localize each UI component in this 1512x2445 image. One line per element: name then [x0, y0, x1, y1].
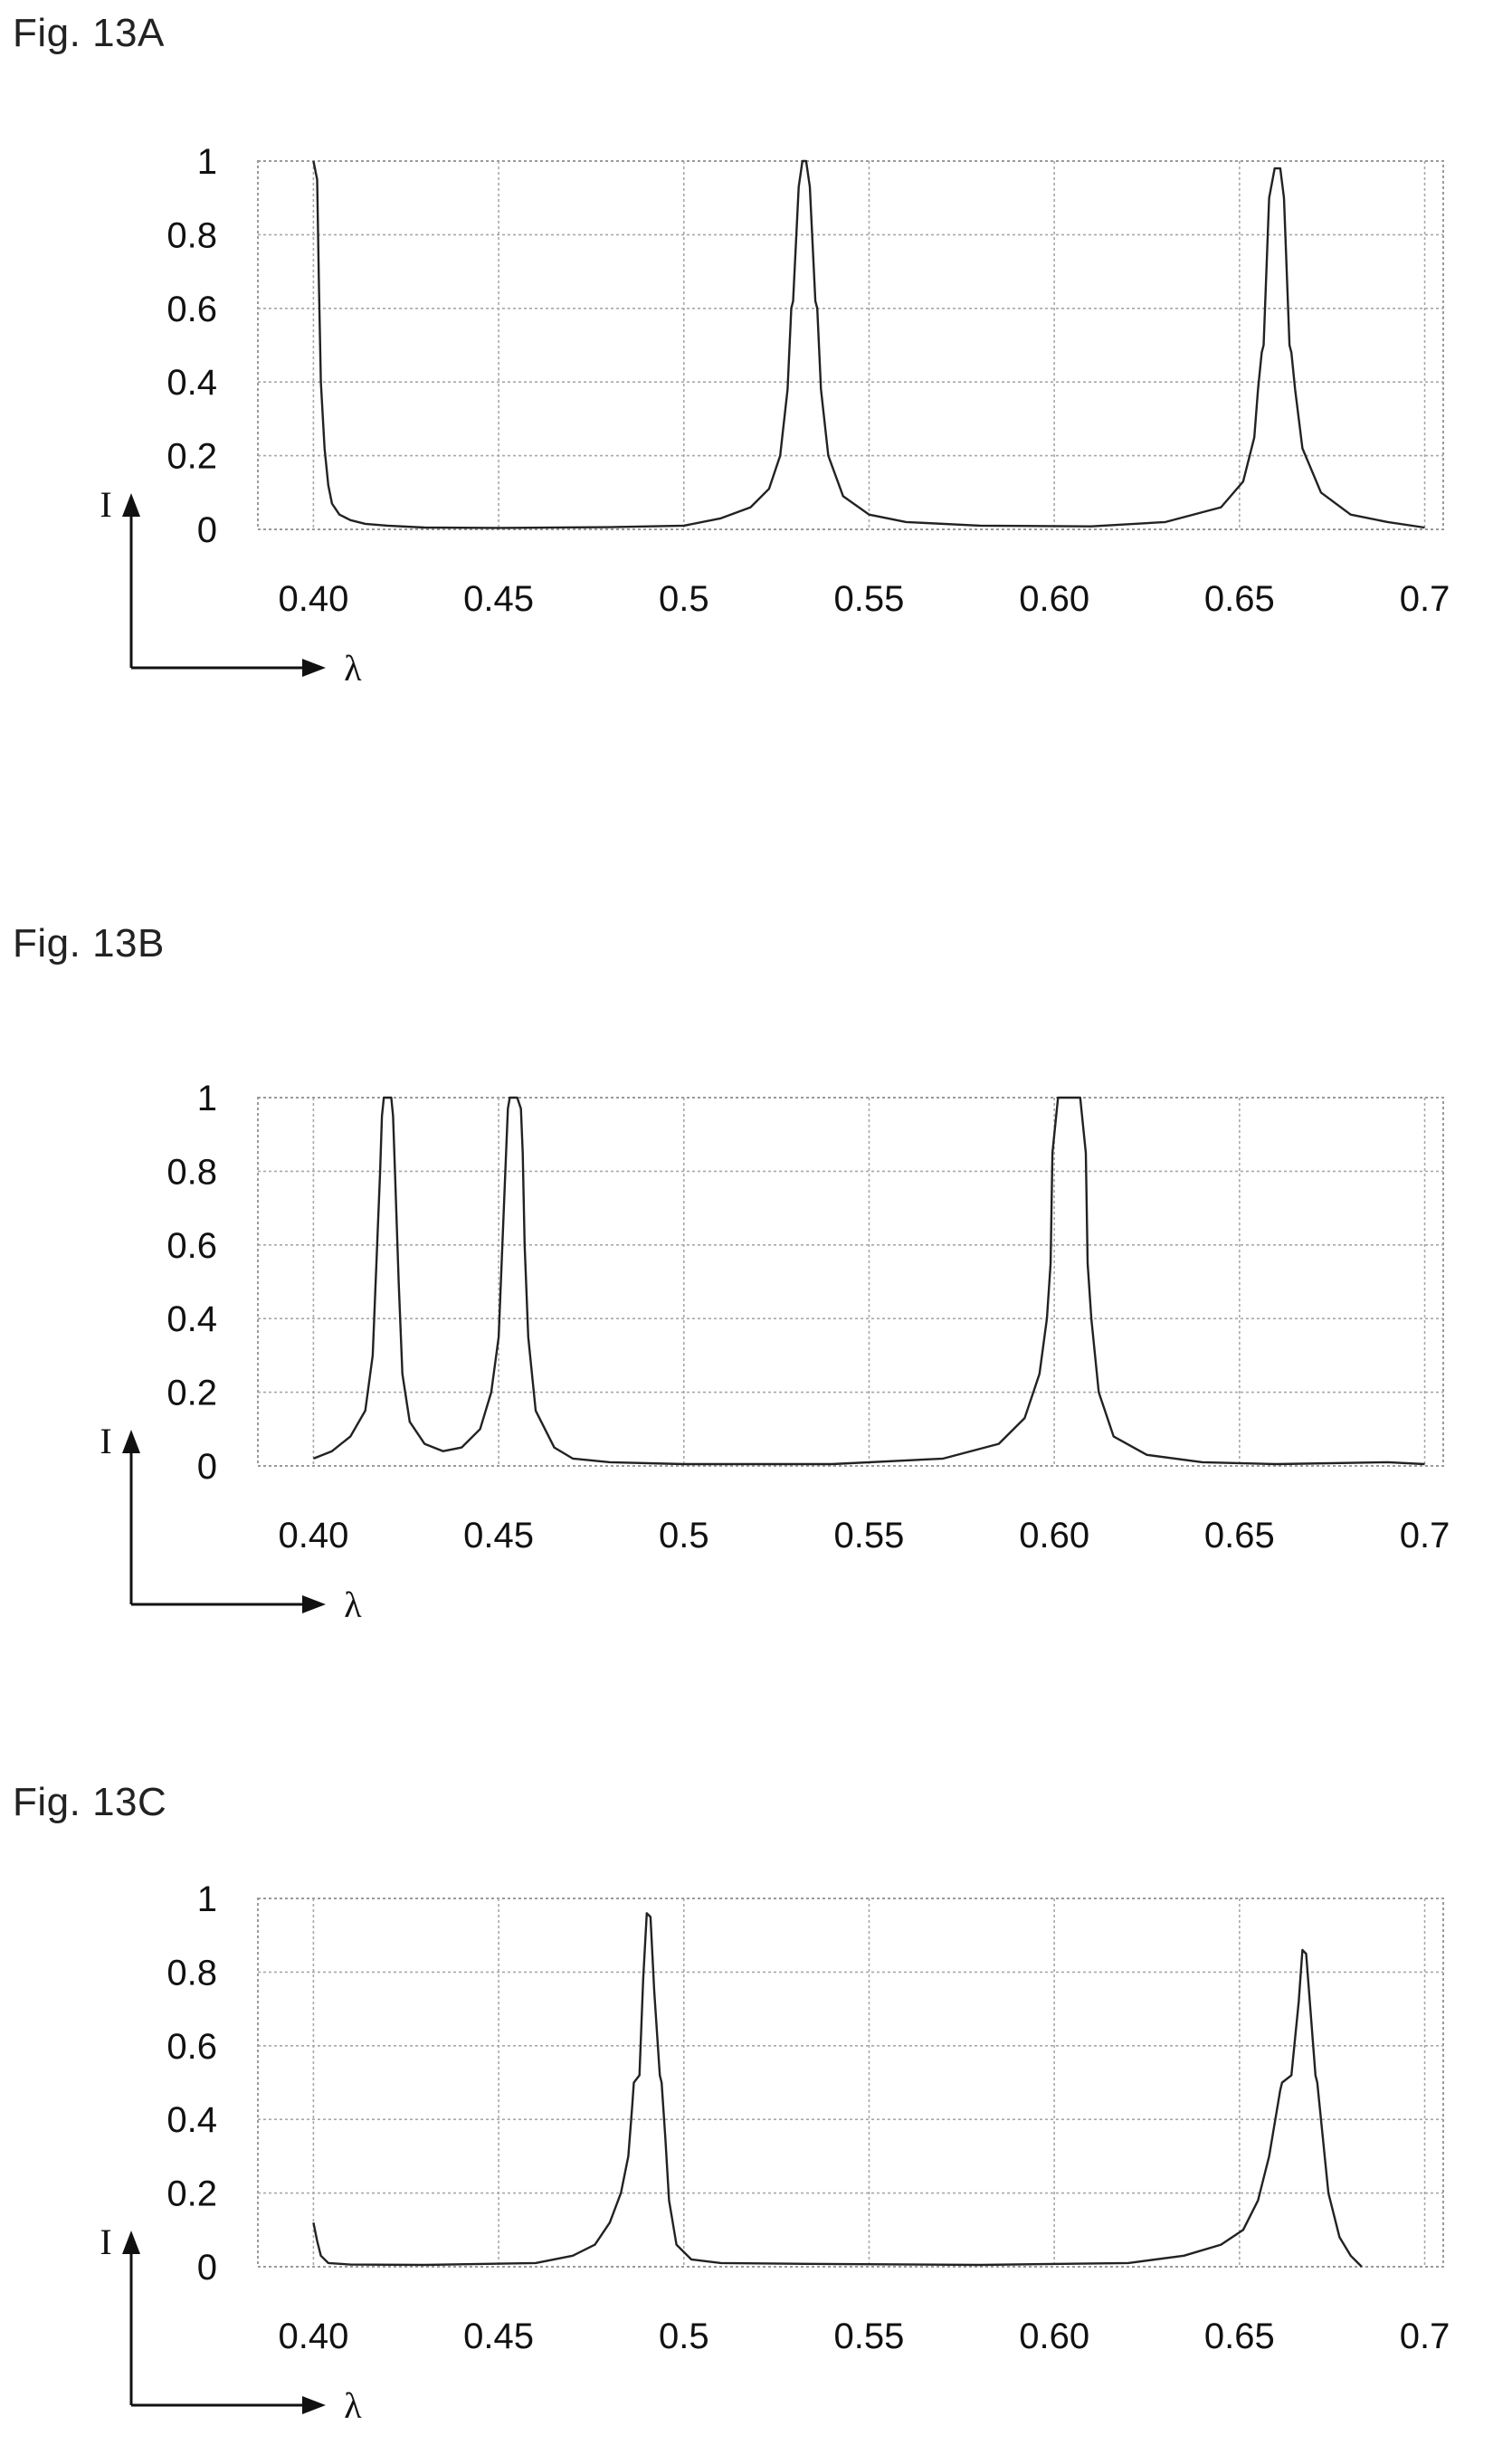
y-tick-label: 0.8 — [166, 1953, 217, 1993]
y-tick-label: 0.6 — [166, 290, 217, 329]
x-tick-label: 0.60 — [1019, 2317, 1089, 2356]
x-axis-label: λ — [344, 648, 362, 689]
axis-indicator: Iλ — [100, 2221, 362, 2426]
x-tick-label: 0.5 — [659, 1516, 709, 1555]
x-axis-arrowhead — [302, 2396, 326, 2414]
y-tick-label: 0.8 — [166, 1152, 217, 1192]
chart-13b: 0.40 0.45 0.5 0.55 0.60 0.65 0.7 0 0.2 0.4 0.6 0.8 1… — [100, 1079, 1450, 1625]
x-axis-label: λ — [344, 2385, 362, 2426]
x-tick-label: 0.45 — [463, 2317, 534, 2356]
x-tick-label: 0.45 — [463, 1516, 534, 1555]
plot-frame — [257, 1898, 1444, 2268]
x-tick-label: 0.7 — [1400, 1516, 1450, 1555]
x-tick-label: 0.45 — [463, 579, 534, 619]
figure-title-13a: Fig. 13A — [13, 11, 165, 55]
y-tick-label: 0 — [197, 510, 217, 550]
x-tick-label: 0.60 — [1019, 579, 1089, 619]
x-axis-arrowhead — [302, 659, 326, 677]
y-tick-label: 0.4 — [166, 2100, 217, 2140]
y-tick-label: 1 — [197, 1079, 217, 1118]
x-tick-label: 0.55 — [834, 579, 905, 619]
chart-13a: 0.40 0.45 0.5 0.55 0.60 0.65 0.7 0 0.2 0.4 0.6 0.8 1… — [100, 142, 1450, 689]
figure-title-13c: Fig. 13C — [13, 1780, 167, 1824]
y-tick-label: 0.6 — [166, 2027, 217, 2067]
series-line — [312, 159, 1425, 529]
figure-title-13b: Fig. 13B — [13, 921, 165, 966]
y-tick-label: 0 — [197, 2248, 217, 2288]
x-tick-label: 0.7 — [1400, 2317, 1450, 2356]
series-line — [312, 1096, 1425, 1466]
y-tick-label: 0.4 — [166, 1299, 217, 1339]
y-tick-label: 0.2 — [166, 2174, 217, 2214]
axis-indicator: Iλ — [100, 1421, 362, 1625]
y-tick-label: 0.4 — [166, 363, 217, 403]
y-tick-label: 1 — [197, 142, 217, 182]
plot-frame — [257, 160, 1444, 530]
x-tick-label: 0.7 — [1400, 579, 1450, 619]
x-tick-label: 0.65 — [1204, 2317, 1275, 2356]
y-tick-label: 0.8 — [166, 215, 217, 255]
x-tick-label: 0.40 — [278, 2317, 348, 2356]
x-axis-label: λ — [344, 1584, 362, 1625]
x-tick-label: 0.65 — [1204, 1516, 1275, 1555]
series-line — [312, 1912, 1363, 2268]
x-tick-label: 0.65 — [1204, 579, 1275, 619]
y-tick-label: 0.6 — [166, 1226, 217, 1266]
x-tick-label: 0.55 — [834, 1516, 905, 1555]
plot-frame — [257, 1097, 1444, 1467]
axis-indicator: Iλ — [100, 484, 362, 689]
chart-13c: 0.40 0.45 0.5 0.55 0.60 0.65 0.7 0 0.2 0.4 0.6 0.8 1… — [100, 1879, 1450, 2426]
y-tick-label: 0.2 — [166, 437, 217, 477]
x-tick-label: 0.60 — [1019, 1516, 1089, 1555]
x-tick-label: 0.5 — [659, 2317, 709, 2356]
x-tick-label: 0.55 — [834, 2317, 905, 2356]
y-axis-arrowhead — [122, 2231, 140, 2254]
x-tick-label: 0.40 — [278, 1516, 348, 1555]
x-axis-arrowhead — [302, 1595, 326, 1613]
y-tick-label: 0.2 — [166, 1374, 217, 1413]
y-tick-label: 0 — [197, 1447, 217, 1487]
x-tick-label: 0.40 — [278, 579, 348, 619]
y-axis-label: I — [100, 2221, 111, 2262]
y-axis-arrowhead — [122, 1430, 140, 1453]
y-axis-arrowhead — [122, 493, 140, 517]
y-axis-label: I — [100, 484, 111, 525]
y-axis-label: I — [100, 1421, 111, 1461]
y-tick-label: 1 — [197, 1879, 217, 1919]
x-tick-label: 0.5 — [659, 579, 709, 619]
